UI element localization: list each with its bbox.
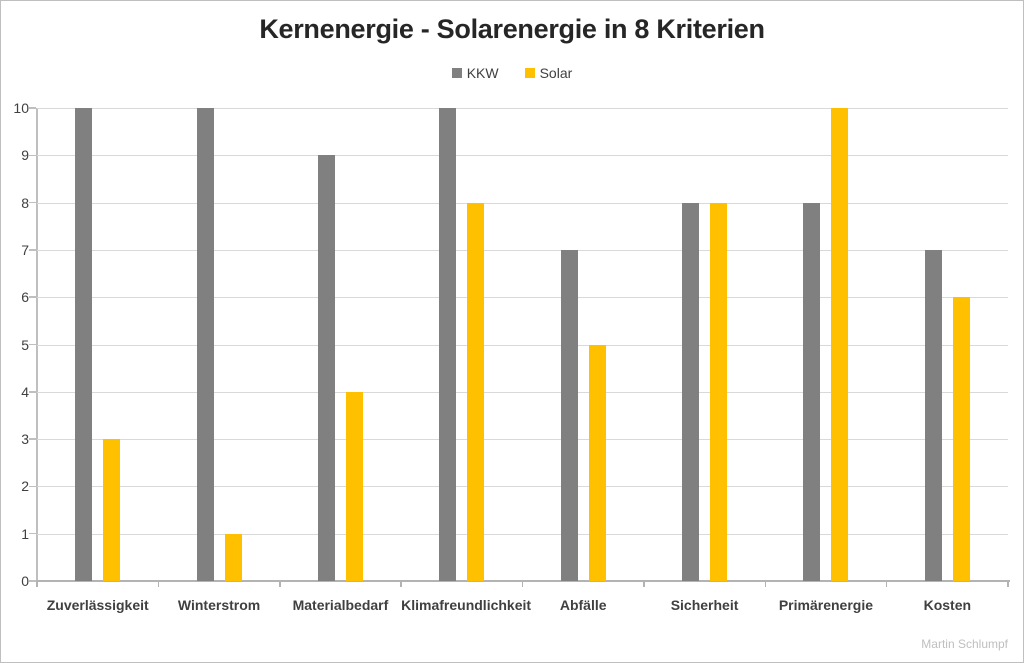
bar-kkw-3 xyxy=(317,155,335,581)
y-axis-label-0: 0 xyxy=(21,573,29,589)
y-axis-tick-7 xyxy=(29,249,36,251)
legend-item-solar: Solar xyxy=(524,65,573,81)
bar-kkw-7 xyxy=(803,202,821,581)
y-axis-label-3: 3 xyxy=(21,431,29,448)
bar-kkw-4 xyxy=(439,108,457,581)
y-axis-label-10: 10 xyxy=(13,100,29,116)
bar-solar-5 xyxy=(588,344,606,581)
bar-solar-4 xyxy=(467,202,485,581)
gridline-3 xyxy=(37,439,1008,441)
bar-kkw-6 xyxy=(682,202,700,581)
x-axis-tick-0 xyxy=(36,581,38,587)
y-axis-tick-4 xyxy=(29,391,36,393)
y-axis-label-6: 6 xyxy=(21,289,29,306)
y-axis-label-5: 5 xyxy=(21,336,29,353)
y-axis-tick-2 xyxy=(29,485,36,488)
category-label-2: Winterstrom xyxy=(177,597,261,613)
gridline-5 xyxy=(37,344,1008,346)
legend-swatch-kkw xyxy=(451,68,462,78)
y-axis-label-7: 7 xyxy=(21,241,29,258)
plot-area: 0 1 2 3 4 5 6 7 8 9 10 Zuverlässigkeit Winterstrom Ma… xyxy=(13,100,1010,613)
y-axis-tick-9 xyxy=(29,154,36,157)
x-axis-tick-6 xyxy=(764,581,766,587)
legend-item-kkw: KKW xyxy=(451,65,499,81)
x-axis-tick-7 xyxy=(885,581,888,587)
bar-kkw-5 xyxy=(560,249,578,581)
gridline-10 xyxy=(37,108,1008,109)
y-axis-label-1: 1 xyxy=(21,525,29,542)
category-label-8: Kosten xyxy=(923,597,972,613)
y-axis-tick-5 xyxy=(29,343,36,346)
legend: KKW Solar xyxy=(1,65,1023,81)
bar-solar-3 xyxy=(345,391,363,581)
legend-label-solar: Solar xyxy=(539,65,573,81)
gridline-4 xyxy=(37,391,1008,393)
category-label-6: Sicherheit xyxy=(670,597,739,613)
x-axis-tick-3 xyxy=(400,581,402,587)
x-axis-tick-2 xyxy=(279,581,281,587)
y-axis-tick-6 xyxy=(29,296,36,298)
bar-solar-6 xyxy=(710,202,728,581)
credit-text: Martin Schlumpf xyxy=(921,637,1008,651)
bar-solar-8 xyxy=(952,297,970,581)
x-axis-tick-5 xyxy=(643,581,645,587)
y-axis-line xyxy=(36,108,38,581)
gridline-2 xyxy=(37,486,1008,488)
y-axis-label-2: 2 xyxy=(21,478,29,495)
bar-solar-2 xyxy=(224,533,242,581)
category-label-3: Materialbedarf xyxy=(292,597,389,613)
category-label-4: Klimafreundlichkeit xyxy=(401,597,532,613)
bar-kkw-2 xyxy=(196,108,214,581)
category-label-5: Abfälle xyxy=(559,597,607,613)
x-axis-tick-8 xyxy=(1007,581,1009,587)
x-axis-tick-1 xyxy=(157,581,160,587)
gridline-1 xyxy=(37,533,1008,535)
y-axis-tick-3 xyxy=(29,438,36,440)
gridline-7 xyxy=(37,249,1008,251)
category-label-1: Zuverlässigkeit xyxy=(46,597,149,613)
y-axis-tick-1 xyxy=(29,532,36,535)
legend-label-kkw: KKW xyxy=(466,65,499,81)
y-axis-label-4: 4 xyxy=(21,383,29,400)
chart-title: Kernenergie - Solarenergie in 8 Kriterie… xyxy=(259,14,765,44)
y-axis-label-8: 8 xyxy=(21,194,29,211)
y-axis-tick-8 xyxy=(29,201,36,204)
x-axis-tick-4 xyxy=(521,581,524,587)
y-axis-tick-0 xyxy=(29,580,36,582)
bar-kkw-1 xyxy=(75,108,93,581)
bar-solar-7 xyxy=(831,108,849,581)
bar-solar-1 xyxy=(103,439,121,581)
legend-swatch-solar xyxy=(524,68,535,78)
bar-kkw-8 xyxy=(924,249,942,581)
gridline-8 xyxy=(37,202,1008,204)
gridline-6 xyxy=(37,297,1008,299)
category-label-7: Primärenergie xyxy=(778,597,874,613)
gridline-9 xyxy=(37,155,1008,157)
y-axis-tick-10 xyxy=(29,107,36,109)
y-axis-label-9: 9 xyxy=(21,147,29,164)
